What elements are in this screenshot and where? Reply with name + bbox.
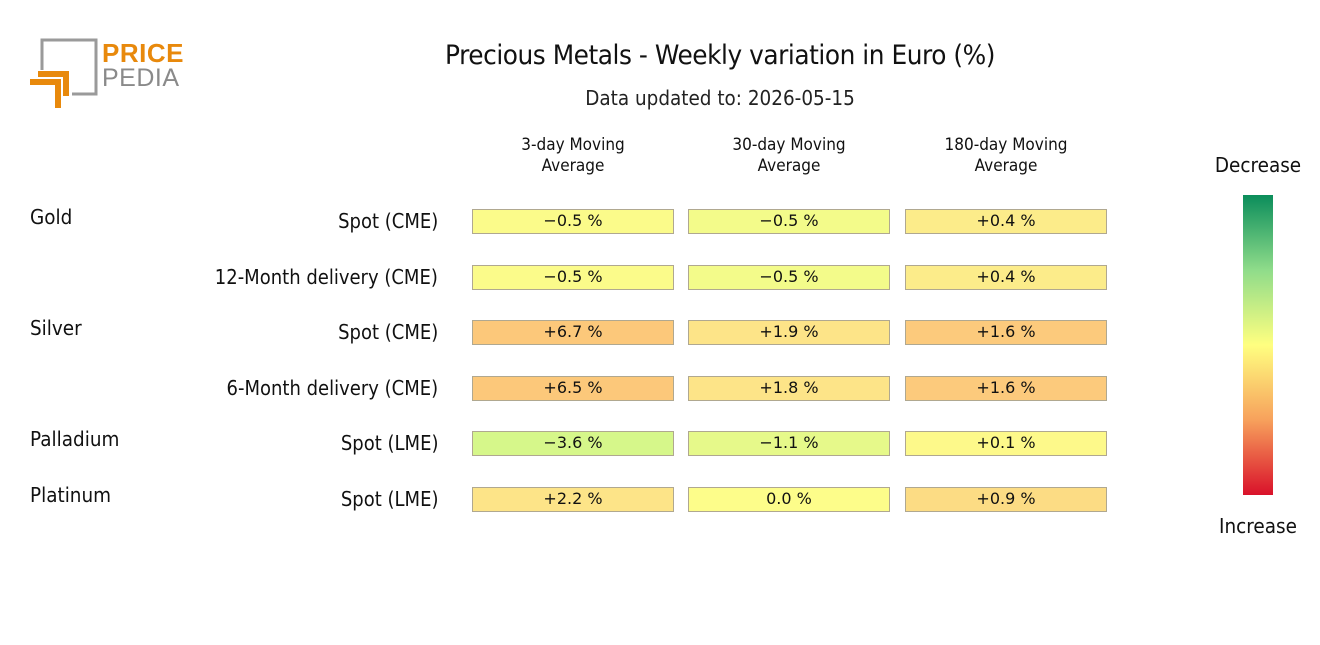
- value-cell: +1.6 %: [905, 376, 1107, 401]
- column-header: 30-day Moving Average: [732, 135, 846, 176]
- metal-group-label: Gold: [30, 205, 73, 229]
- value-cell: +1.6 %: [905, 320, 1107, 345]
- logo-mark-icon: [30, 38, 98, 108]
- value-cell: −1.1 %: [688, 431, 890, 456]
- column-header: 180-day Moving Average: [944, 135, 1068, 176]
- column-header: 3-day Moving Average: [521, 135, 625, 176]
- value-cell: +1.8 %: [688, 376, 890, 401]
- value-cell: +0.4 %: [905, 265, 1107, 290]
- pricepedia-logo: PRICE PEDIA: [28, 36, 188, 112]
- legend-increase-label: Increase: [1219, 514, 1297, 538]
- value-cell: +0.9 %: [905, 487, 1107, 512]
- value-cell: +2.2 %: [472, 487, 674, 512]
- chart-title: Precious Metals - Weekly variation in Eu…: [445, 40, 995, 71]
- value-cell: +0.1 %: [905, 431, 1107, 456]
- row-label: 6-Month delivery (CME): [226, 376, 438, 400]
- value-cell: −0.5 %: [472, 265, 674, 290]
- row-label: Spot (LME): [340, 431, 438, 455]
- value-cell: −0.5 %: [688, 209, 890, 234]
- row-label: Spot (CME): [337, 209, 438, 233]
- metal-group-label: Platinum: [30, 483, 112, 507]
- value-cell: −0.5 %: [472, 209, 674, 234]
- row-label: Spot (CME): [337, 320, 438, 344]
- metal-group-label: Palladium: [30, 427, 120, 451]
- row-label: Spot (LME): [340, 487, 438, 511]
- value-cell: −3.6 %: [472, 431, 674, 456]
- value-cell: +0.4 %: [905, 209, 1107, 234]
- logo-text-price: PRICE: [102, 38, 184, 68]
- value-cell: +6.5 %: [472, 376, 674, 401]
- value-cell: 0.0 %: [688, 487, 890, 512]
- metal-group-label: Silver: [30, 316, 82, 340]
- color-scale-bar: [1243, 195, 1273, 495]
- value-cell: +6.7 %: [472, 320, 674, 345]
- row-label: 12-Month delivery (CME): [214, 265, 438, 289]
- value-cell: +1.9 %: [688, 320, 890, 345]
- value-cell: −0.5 %: [688, 265, 890, 290]
- chart-subtitle: Data updated to: 2026-05-15: [585, 86, 855, 110]
- logo-text-pedia: PEDIA: [102, 64, 180, 92]
- legend-decrease-label: Decrease: [1214, 153, 1302, 177]
